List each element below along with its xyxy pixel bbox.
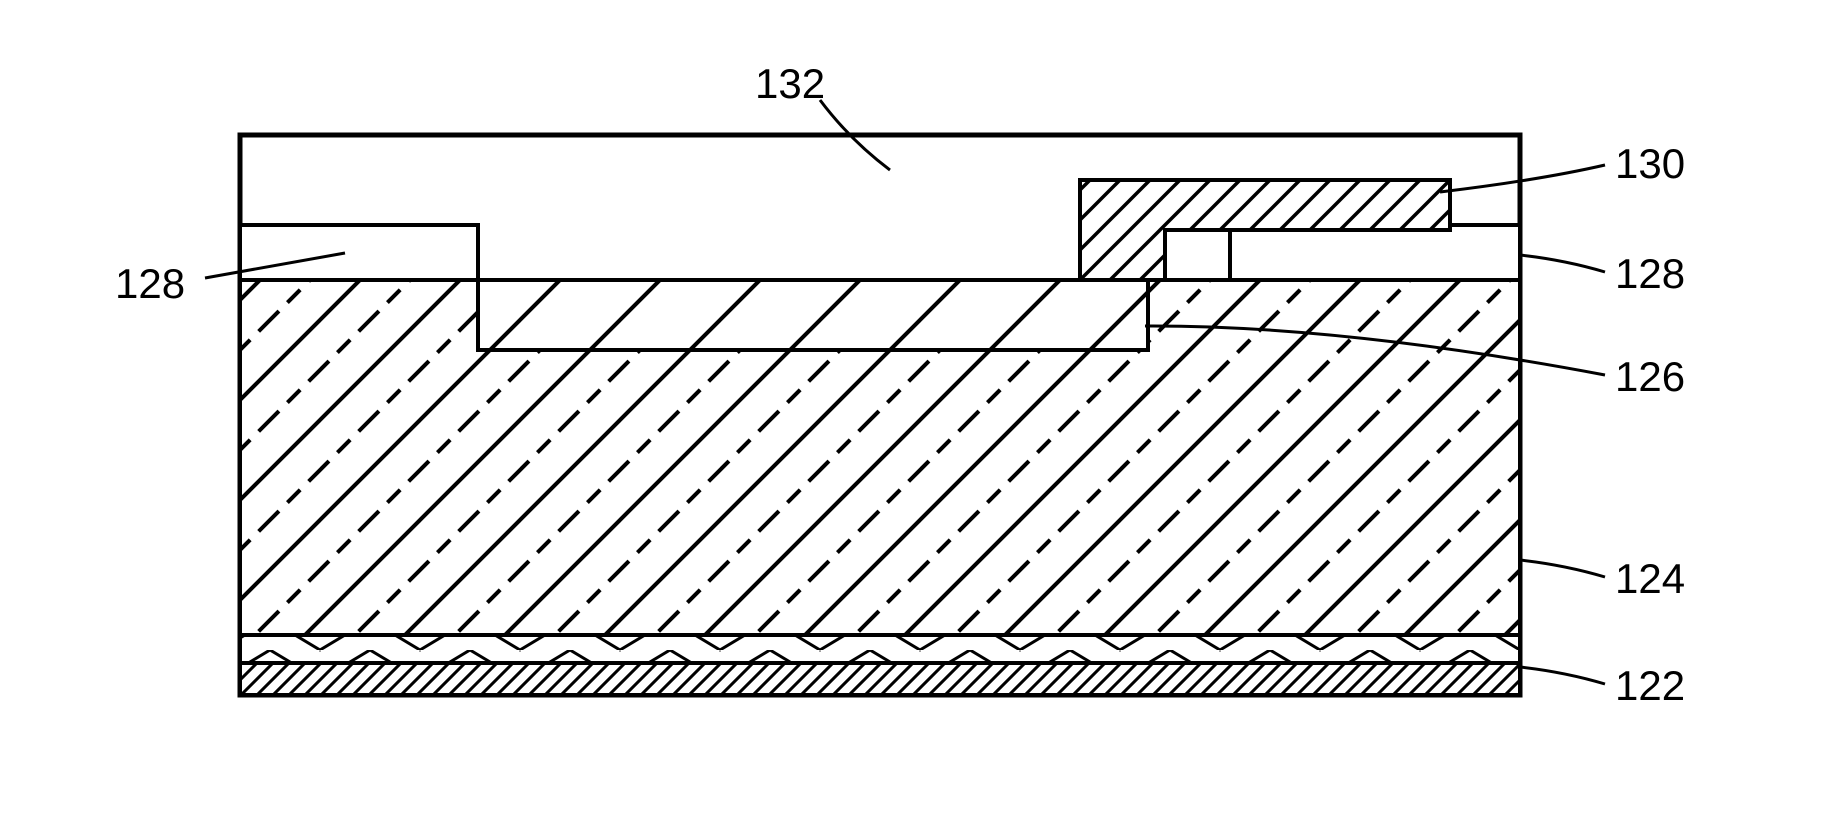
label-132: 132 bbox=[755, 60, 825, 108]
label-128-left: 128 bbox=[115, 260, 185, 308]
diagram-svg bbox=[20, 20, 1842, 803]
label-128-right: 128 bbox=[1615, 250, 1685, 298]
layer-128-left bbox=[240, 225, 478, 280]
layer-122 bbox=[240, 635, 1520, 695]
layer-126 bbox=[478, 280, 1148, 350]
layer-128-right bbox=[1230, 225, 1520, 280]
label-126: 126 bbox=[1615, 353, 1685, 401]
label-130: 130 bbox=[1615, 140, 1685, 188]
cross-section-figure: 132 130 128 128 126 124 122 bbox=[20, 20, 1842, 803]
label-122: 122 bbox=[1615, 662, 1685, 710]
label-124: 124 bbox=[1615, 555, 1685, 603]
